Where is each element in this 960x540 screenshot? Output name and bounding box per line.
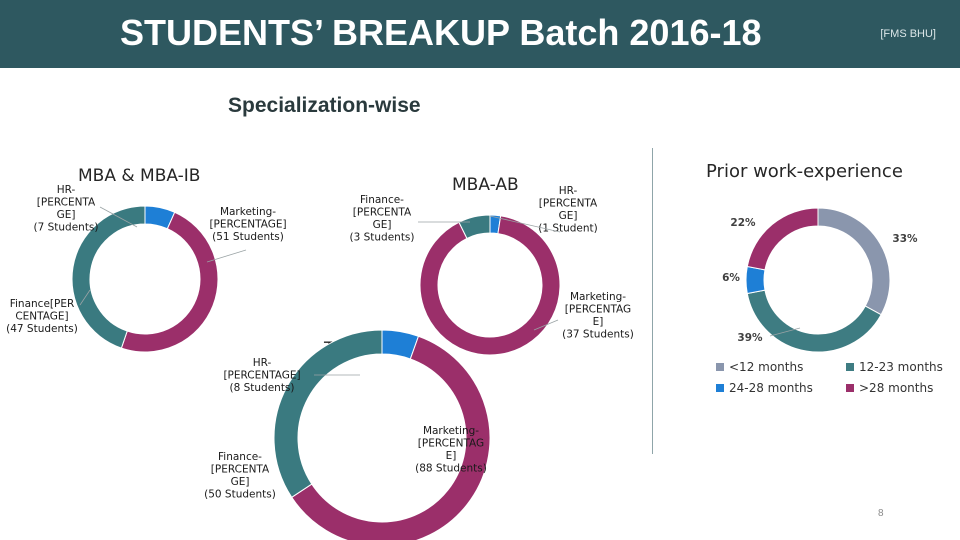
chart3-slice-12-23-months [746, 289, 882, 353]
chart3-slice-24-28-months [745, 265, 766, 295]
page-number: 8 [878, 508, 884, 519]
chart1-slice-finance [458, 214, 491, 240]
chart1-leader-hr [489, 215, 561, 233]
legend-swatch-2 [716, 384, 724, 392]
chart3-value-label-2: 6% [722, 272, 740, 284]
chart3-slice--12-months [817, 207, 891, 316]
page-title: STUDENTS’ BREAKUP Batch 2016-18 [120, 12, 762, 53]
legend-label-3: >28 months [859, 381, 933, 395]
chart-title-work-experience: Prior work-experience [706, 161, 903, 182]
header-tag: [FMS BHU] [880, 28, 936, 40]
chart3-value-label-0: 33% [892, 233, 918, 245]
chart0-leader-finance [79, 289, 91, 306]
legend-swatch-3 [846, 384, 854, 392]
chart2-label-finance: Finance-[PERCENTA GE] (50 Students) [204, 451, 276, 501]
chart-title-mba-ab: MBA-AB [452, 175, 519, 195]
chart2-slice-marketing [291, 335, 491, 540]
chart0-label-hr: HR-[PERCENTA GE] (7 Students) [33, 184, 98, 234]
chart1-slice-marketing [419, 215, 561, 356]
chart0-leader-hr [99, 206, 138, 228]
legend-label-2: 24-28 months [729, 381, 813, 395]
chart0-label-marketing: Marketing-[PERCENTAGE] (51 Students) [209, 206, 286, 243]
chart0-slice-marketing [120, 211, 219, 353]
chart3-value-label-1: 39% [737, 332, 763, 344]
chart2-slice-finance [273, 329, 383, 498]
chart2-label-marketing: Marketing-[PERCENTAG E] (88 Students) [415, 425, 487, 475]
chart3-slice--28-months [746, 207, 819, 271]
chart1-label-marketing: Marketing-[PERCENTAG E] (37 Students) [562, 291, 634, 341]
section-subtitle: Specialization-wise [228, 94, 421, 117]
chart1-leader-marketing [533, 319, 559, 331]
chart2-label-hr: HR-[PERCENTAGE] (8 Students) [223, 357, 300, 394]
legend-label-1: 12-23 months [859, 360, 943, 374]
chart0-leader-marketing [206, 249, 247, 263]
chart3-leader-12-23 [769, 327, 801, 337]
chart-title-mba-mbaib: MBA & MBA-IB [78, 166, 200, 186]
divider-line [652, 148, 653, 454]
header-bar: STUDENTS’ BREAKUP Batch 2016-18 [FMS BHU… [0, 0, 960, 68]
legend-swatch-1 [846, 363, 854, 371]
legend-label-0: <12 months [729, 360, 803, 374]
chart0-label-finance: Finance[PER CENTAGE] (47 Students) [6, 298, 78, 335]
chart1-label-hr: HR-[PERCENTA GE] (1 Student) [538, 185, 598, 235]
chart3-value-label-3: 22% [730, 217, 756, 229]
legend-swatch-0 [716, 363, 724, 371]
chart1-label-finance: Finance-[PERCENTA GE] (3 Students) [349, 194, 414, 244]
chart0-slice-finance [71, 205, 146, 349]
